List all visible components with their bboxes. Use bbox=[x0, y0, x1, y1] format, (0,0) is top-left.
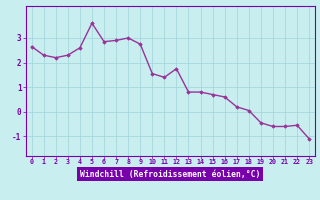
X-axis label: Windchill (Refroidissement éolien,°C): Windchill (Refroidissement éolien,°C) bbox=[80, 170, 260, 179]
